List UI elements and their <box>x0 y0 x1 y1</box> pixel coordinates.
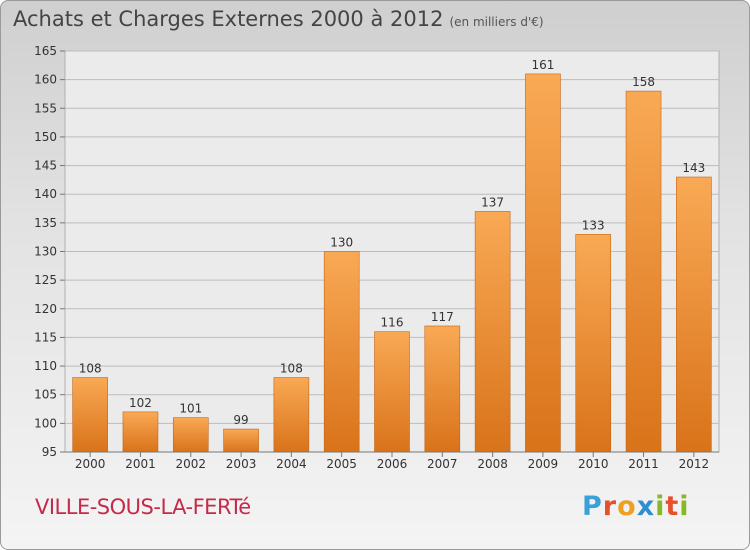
bar <box>323 251 360 453</box>
brand-letter: P <box>582 491 603 522</box>
y-tick-label: 130 <box>34 245 57 259</box>
x-tick-label: 2004 <box>276 457 307 471</box>
data-label: 117 <box>431 310 454 324</box>
y-tick-label: 115 <box>34 330 57 344</box>
y-tick-label: 125 <box>34 273 57 287</box>
brand-letter: r <box>602 491 618 522</box>
x-tick-label: 2008 <box>477 457 508 471</box>
data-label: 133 <box>582 218 605 232</box>
data-label: 108 <box>280 362 303 376</box>
x-tick-label: 2009 <box>528 457 559 471</box>
x-tick-label: 2000 <box>75 457 106 471</box>
bar <box>625 90 662 453</box>
y-tick-label: 160 <box>34 73 57 87</box>
data-label: 108 <box>79 362 102 376</box>
x-tick-label: 2012 <box>679 457 710 471</box>
bar <box>374 331 410 453</box>
chart-title: Achats et Charges Externes 2000 à 2012 (e… <box>13 7 544 31</box>
y-tick-label: 95 <box>42 445 57 459</box>
bar <box>223 428 259 453</box>
data-label: 101 <box>179 402 202 416</box>
chart-subtitle: (en milliers d'€) <box>449 15 544 29</box>
bar <box>72 377 108 453</box>
y-tick-label: 165 <box>34 44 57 58</box>
bar <box>122 411 159 453</box>
y-tick-label: 135 <box>34 216 57 230</box>
bar <box>273 377 310 453</box>
chart-title-text: Achats et Charges Externes 2000 à 2012 <box>13 7 444 31</box>
x-tick-label: 2006 <box>377 457 408 471</box>
data-label: 143 <box>682 161 705 175</box>
brand-letter: o <box>617 491 637 522</box>
bar <box>474 211 511 453</box>
data-label: 116 <box>381 316 404 330</box>
bar <box>172 417 209 453</box>
bar <box>575 234 612 453</box>
y-tick-label: 145 <box>34 159 57 173</box>
data-label: 130 <box>330 236 353 250</box>
x-tick-label: 2001 <box>125 457 156 471</box>
y-tick-label: 105 <box>34 388 57 402</box>
brand-letter: x <box>636 491 656 522</box>
data-label: 99 <box>233 413 248 427</box>
y-tick-label: 120 <box>34 302 57 316</box>
x-tick-label: 2010 <box>578 457 609 471</box>
data-label: 102 <box>129 396 152 410</box>
y-tick-label: 150 <box>34 130 57 144</box>
brand-logo: Proxiti <box>582 491 690 522</box>
x-tick-label: 2005 <box>326 457 357 471</box>
y-tick-label: 155 <box>34 101 57 115</box>
brand-letter: i <box>655 491 666 522</box>
y-tick-label: 140 <box>34 187 57 201</box>
x-tick-label: 2007 <box>427 457 458 471</box>
x-tick-label: 2002 <box>175 457 206 471</box>
bar <box>424 325 461 453</box>
y-tick-label: 100 <box>34 416 57 430</box>
x-tick-label: 2003 <box>226 457 257 471</box>
data-label: 161 <box>531 58 554 72</box>
city-name: VILLE-SOUS-LA-FERTé <box>35 495 251 519</box>
data-label: 137 <box>481 195 504 209</box>
bar <box>525 73 561 453</box>
y-tick-label: 110 <box>34 359 57 373</box>
bar <box>676 176 712 453</box>
brand-letter: i <box>679 491 690 522</box>
brand-letter: t <box>665 491 680 522</box>
data-label: 158 <box>632 75 655 89</box>
x-tick-label: 2011 <box>628 457 659 471</box>
